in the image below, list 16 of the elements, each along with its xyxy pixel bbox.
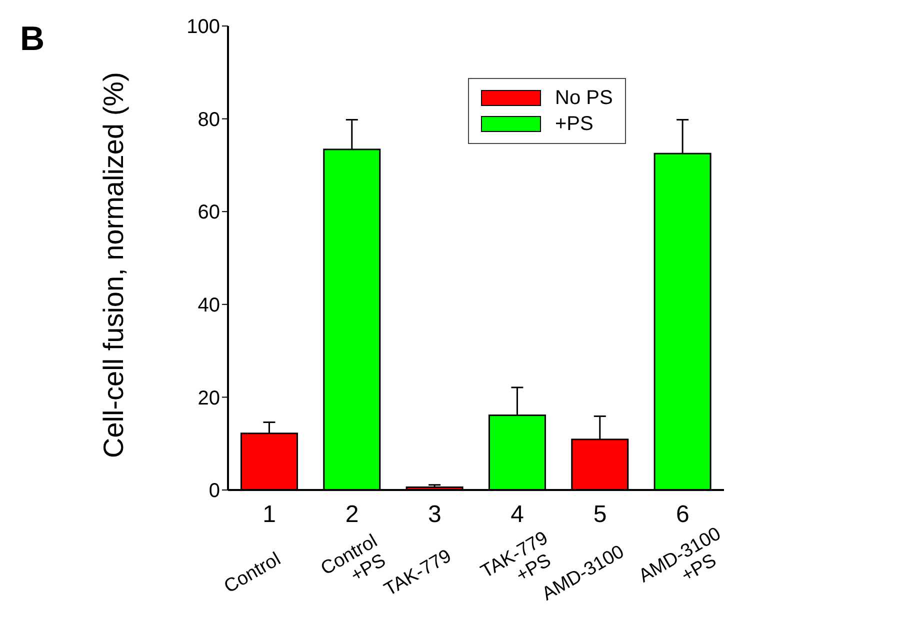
x-tick-label: 6 xyxy=(676,501,690,528)
legend-label: No PS xyxy=(555,86,613,110)
legend-label: +PS xyxy=(555,112,594,136)
x-tick-label: 3 xyxy=(428,501,442,528)
y-tick-label: 40 xyxy=(198,294,220,316)
x-tick-label: 2 xyxy=(345,501,359,528)
text: B xyxy=(20,20,45,59)
x-tick-label: 4 xyxy=(510,501,524,528)
y-axis-title: Cell-cell fusion, normalized (%) xyxy=(98,72,129,458)
y-tick-label: 60 xyxy=(198,202,220,224)
y-tick-label: 20 xyxy=(198,387,220,410)
y-tick-label: 0 xyxy=(208,480,220,502)
y-tick-label: 80 xyxy=(198,108,220,131)
x-tick-label: 1 xyxy=(262,501,276,528)
y-tick-label: 100 xyxy=(186,16,220,38)
x-tick-label: 5 xyxy=(593,501,607,528)
